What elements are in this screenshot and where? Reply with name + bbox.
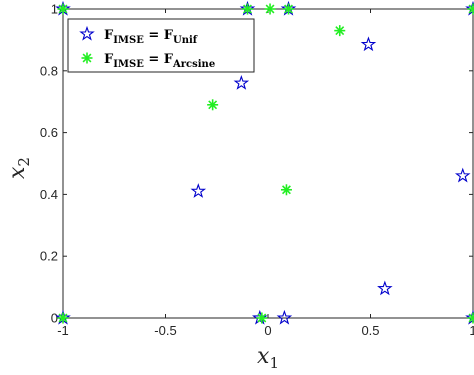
asterisk-stroke: [468, 315, 474, 323]
data-point: [264, 3, 276, 15]
asterisk-stroke: [82, 53, 92, 63]
legend-text-part: = F: [144, 28, 174, 43]
y-tick-label: 1: [51, 2, 58, 17]
x-tick-label: 0: [264, 323, 271, 338]
asterisk-stroke: [468, 6, 474, 14]
asterisk-stroke: [208, 100, 218, 110]
legend-marker: [79, 25, 95, 41]
asterisk-stroke: [281, 185, 291, 195]
asterisk-stroke: [335, 26, 345, 36]
asterisk-stroke: [265, 4, 275, 14]
data-point: [242, 3, 253, 15]
data-point: [276, 309, 293, 325]
legend-entry: FIMSE = FUnif: [104, 28, 198, 46]
data-point: [280, 184, 292, 196]
data-point: [467, 312, 474, 324]
legend-entry: FIMSE = FArcsine: [104, 52, 215, 70]
data-point: [256, 312, 268, 324]
x-tick-label: 0.5: [361, 323, 379, 338]
series-1: [57, 3, 474, 324]
data-point: [377, 280, 393, 296]
data-point: [467, 3, 474, 15]
legend-text-part: IMSE: [113, 59, 144, 70]
y-tick-label: 0.2: [40, 249, 58, 264]
asterisk-stroke: [58, 313, 68, 323]
legend-text-part: Arcsine: [172, 59, 215, 70]
data-point: [57, 312, 69, 324]
y-tick-label: 0.6: [40, 125, 58, 140]
data-point: [454, 167, 471, 183]
asterisk-stroke: [243, 4, 252, 14]
data-point: [334, 25, 346, 37]
asterisk-stroke: [257, 313, 267, 323]
y-axis-label: x2: [5, 157, 33, 179]
axis-ticks: -1 -0.5 0 0.5 1 0 0.2 0.4 0.6 0.8 1: [40, 2, 474, 339]
asterisk-stroke: [284, 4, 293, 14]
data-point: [360, 36, 377, 52]
y-tick-label: 0: [51, 311, 58, 326]
x-tick-label: -0.5: [154, 323, 176, 338]
legend-box: [67, 18, 255, 73]
data-point: [207, 99, 219, 111]
data-point: [57, 3, 69, 15]
legend-text-part: = F: [144, 52, 174, 67]
x-axis-label: x1: [257, 344, 279, 372]
legend-text-part: IMSE: [113, 35, 144, 46]
legend-marker: [81, 52, 93, 64]
legend-text-part: Unif: [173, 35, 198, 46]
data-point: [283, 3, 294, 15]
x-tick-label: -1: [57, 323, 69, 338]
x-tick-label: 1: [469, 323, 474, 338]
data-point: [190, 183, 207, 198]
legend-text-part: F: [104, 28, 114, 43]
y-tick-label: 0.4: [40, 187, 58, 202]
asterisk-stroke: [58, 4, 68, 14]
legend-text-part: F: [104, 52, 114, 67]
data-point: [233, 74, 250, 90]
data-points: [55, 0, 474, 325]
y-tick-label: 0.8: [40, 63, 58, 78]
